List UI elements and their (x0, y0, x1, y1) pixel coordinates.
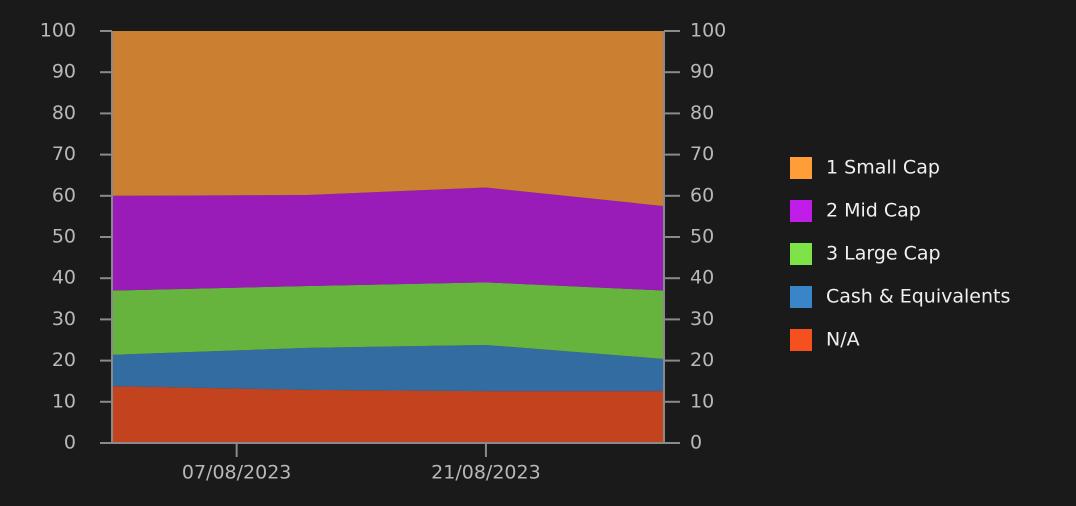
y2-tick-label: 40 (690, 267, 714, 289)
legend-swatch (790, 329, 812, 351)
legend-swatch (790, 157, 812, 179)
area (112, 31, 664, 207)
y-tick-label: 0 (64, 432, 76, 454)
x-tick-label: 07/08/2023 (182, 462, 292, 484)
y-tick-label: 10 (52, 390, 76, 412)
legend-swatch (790, 200, 812, 222)
y-tick-label: 20 (52, 349, 76, 371)
y-tick-label: 40 (52, 267, 76, 289)
y-tick-label: 90 (52, 61, 76, 83)
area (112, 282, 664, 359)
y-tick-label: 60 (52, 184, 76, 206)
y-tick-label: 100 (40, 20, 76, 42)
y2-tick-label: 50 (690, 226, 714, 248)
y-tick-label: 50 (52, 226, 76, 248)
y-tick-label: 70 (52, 143, 76, 165)
legend-label: N/A (826, 329, 860, 351)
area (112, 344, 664, 392)
area (112, 386, 664, 443)
y2-tick-label: 60 (690, 184, 714, 206)
y2-tick-label: 30 (690, 308, 714, 330)
y2-tick-label: 70 (690, 143, 714, 165)
y2-tick-label: 90 (690, 61, 714, 83)
legend-label: 2 Mid Cap (826, 200, 921, 222)
x-tick-label: 21/08/2023 (431, 462, 541, 484)
area (112, 187, 664, 291)
legend-label: Cash & Equivalents (826, 286, 1010, 308)
y-tick-label: 80 (52, 102, 76, 124)
legend-label: 1 Small Cap (826, 157, 940, 179)
legend-swatch (790, 286, 812, 308)
legend-label: 3 Large Cap (826, 243, 941, 265)
y2-tick-label: 0 (690, 432, 702, 454)
legend-swatch (790, 243, 812, 265)
y2-tick-label: 100 (690, 20, 726, 42)
y2-tick-label: 80 (690, 102, 714, 124)
y-tick-label: 30 (52, 308, 76, 330)
y2-tick-label: 20 (690, 349, 714, 371)
y2-tick-label: 10 (690, 390, 714, 412)
